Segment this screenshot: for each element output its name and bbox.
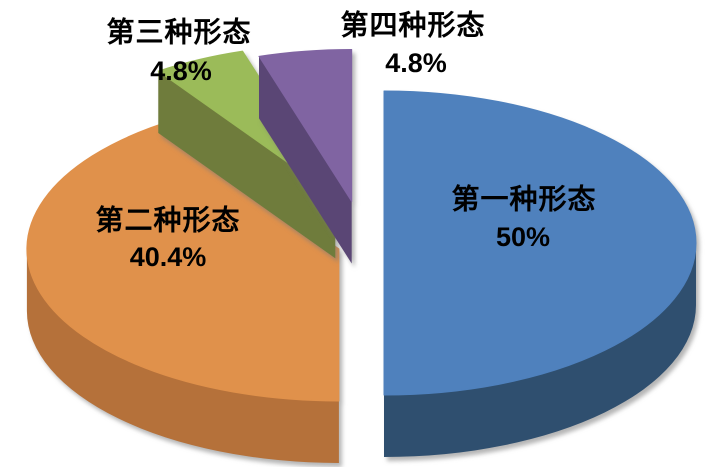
pie-slice-4 [258, 48, 353, 264]
pie-slice-2-top-face [26, 123, 340, 402]
slice-1-name-label: 第一种形态 [451, 183, 597, 215]
slice-3-value-label: 4.8% [150, 56, 212, 87]
pie-slice-1-outer-wall [384, 243, 696, 457]
slice-1-value-label: 50% [495, 222, 551, 253]
pie-slice-2-outer-wall [26, 248, 339, 463]
slice-3-name-label: 第三种形态 [106, 16, 252, 48]
slice-2-name-label: 第二种形态 [95, 204, 241, 236]
slice-4-name-label: 第四种形态 [340, 9, 486, 41]
pie-slice-4-top-face [258, 48, 353, 202]
pie-slice-2 [26, 123, 340, 463]
pie-slice-1-top-face [383, 90, 697, 396]
pie-slice-3-cut-face [158, 71, 336, 259]
slice-4-value-label: 4.8% [385, 48, 447, 79]
slice-2-value-label: 40.4% [129, 242, 207, 273]
pie-slice-1 [383, 90, 697, 457]
pie-slice-4-cut-face [259, 56, 352, 264]
